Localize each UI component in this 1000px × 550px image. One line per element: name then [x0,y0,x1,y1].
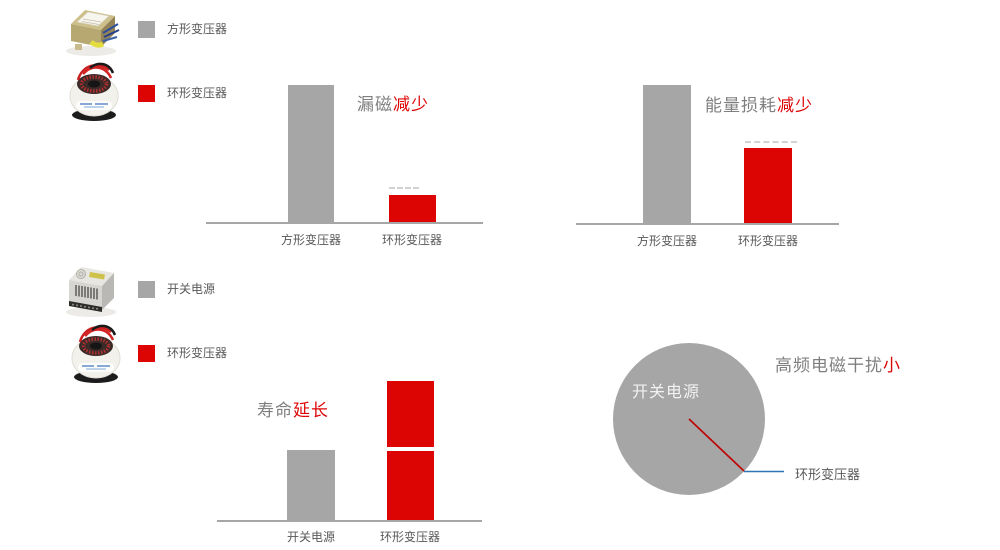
square-transformer-photo [61,2,121,58]
x-axis [206,222,483,224]
legend-swatch-gray [138,281,155,298]
legend-swatch-gray [138,21,155,38]
x-tick-label: 环形变压器 [381,233,443,247]
chart-title-plain: 寿命 [257,401,293,420]
legend-label-toroidal-transformer: 环形变压器 [167,86,228,100]
toroidal-transformer-photo [64,60,124,122]
toroidal-transformer-photo [66,322,126,384]
bar-toroidal-transformer [744,148,792,223]
bar-square-transformer [288,85,334,222]
x-tick-label: 环形变压器 [737,234,799,248]
legend-label-switching-power-supply: 开关电源 [167,282,216,296]
x-tick-label: 开关电源 [286,530,336,544]
bar-switching-power-supply [287,450,335,520]
pie-label-switching-power-supply: 开关电源 [632,384,701,401]
legend-label-square-transformer: 方形变压器 [167,22,228,36]
chart-title: 高频电磁干扰小 [775,351,901,376]
bar-toroidal-transformer [387,381,434,520]
clipped-text-artifact [389,187,419,189]
chart-title: 能量损耗减少 [705,91,813,116]
chart-title: 寿命延长 [257,396,329,421]
chart-title-plain: 漏磁 [357,95,393,114]
toroidal-transformer-icon [69,62,119,121]
x-tick-label: 环形变压器 [379,530,441,544]
chart-title-plain: 高频电磁干扰 [775,356,883,375]
chart-title-plain: 能量损耗 [705,96,777,115]
chart-title: 漏磁减少 [357,90,429,115]
chart-title-accent: 小 [883,356,901,375]
plot-area [217,381,482,520]
switching-power-supply-photo [61,260,121,318]
legend-swatch-red [138,345,155,362]
pie-graphic [613,343,784,495]
plot-area [576,85,839,223]
bar-toroidal-transformer [389,195,436,222]
x-tick-label: 方形变压器 [636,234,698,248]
x-axis [217,520,482,522]
legend-label-toroidal-transformer: 环形变压器 [167,346,228,360]
chart-title-accent: 延长 [293,401,329,420]
pie-label-toroidal-transformer: 环形变压器 [795,467,861,482]
pie-slice-toroidal-transformer [688,418,745,472]
legend-swatch-red [138,85,155,102]
chart-title-accent: 减少 [777,96,813,115]
bar-square-transformer [643,85,691,223]
square-transformer-icon [66,10,120,56]
switching-power-supply-icon [66,267,116,317]
toroidal-transformer-icon [71,324,121,383]
clipped-text-artifact [745,141,797,143]
x-tick-label: 方形变压器 [280,233,342,247]
chart-title-accent: 减少 [393,95,429,114]
x-axis [576,223,839,225]
plot-area [206,85,483,222]
